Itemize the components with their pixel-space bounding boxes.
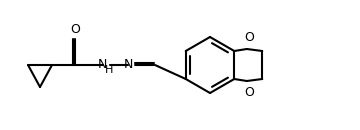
Text: O: O bbox=[70, 23, 80, 36]
Text: N: N bbox=[123, 57, 133, 70]
Text: O: O bbox=[244, 86, 254, 99]
Text: O: O bbox=[244, 31, 254, 44]
Text: N: N bbox=[97, 57, 107, 70]
Text: H: H bbox=[105, 65, 113, 75]
